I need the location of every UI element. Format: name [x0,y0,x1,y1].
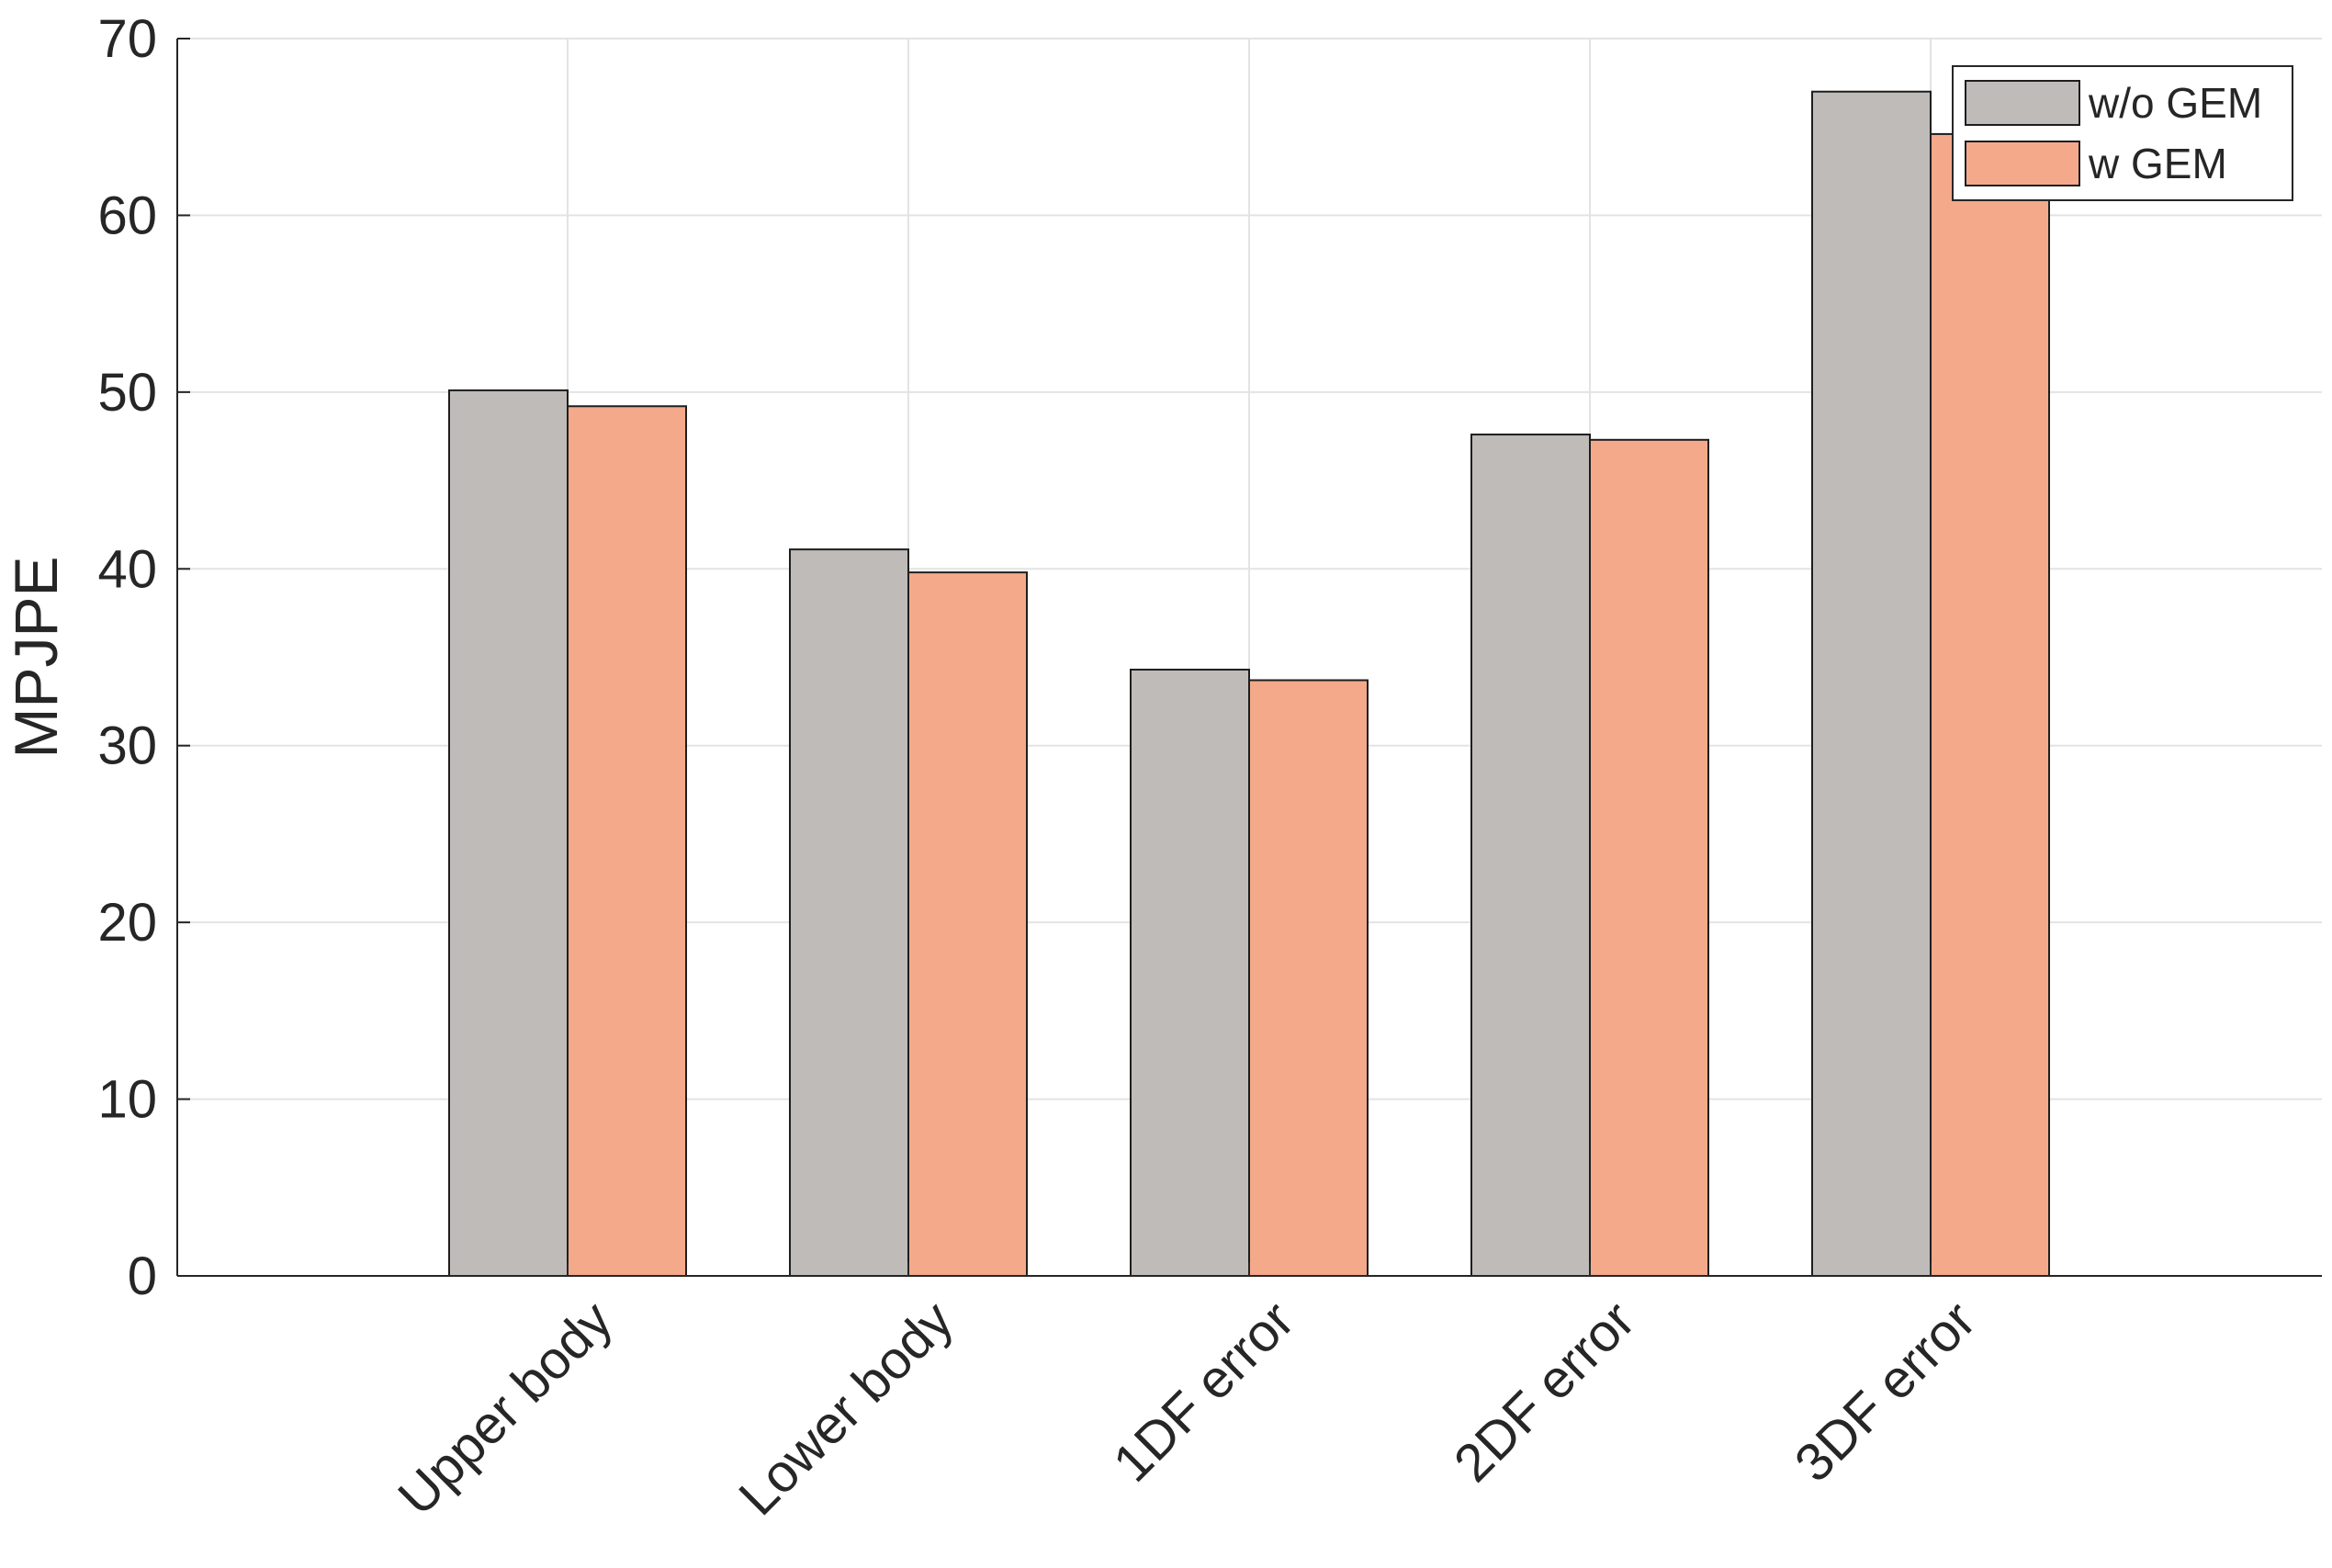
y-tick-label: 60 [97,186,157,245]
x-tick-label: 3DF error [1784,1290,1987,1493]
y-tick-label: 10 [97,1070,157,1130]
axes [176,38,2322,1277]
bar-with-gem [1930,132,2050,1278]
legend: w/o GEM w GEM [1952,65,2293,201]
x-tick-label: Lower body [727,1290,964,1527]
y-tick-label: 70 [97,9,157,69]
legend-swatch [1965,80,2080,126]
legend-label: w/o GEM [2088,79,2262,127]
bar-without-gem [1470,434,1591,1278]
x-tick-label: 2DF error [1443,1290,1646,1493]
x-tick-label: Upper body [387,1290,624,1527]
y-tick-label: 30 [97,716,157,776]
bar-with-gem [907,571,1028,1277]
bar-with-gem [567,405,687,1278]
bar-with-gem [1589,438,1709,1277]
bar-without-gem [448,389,569,1277]
x-tick-label: 1DF error [1102,1290,1305,1493]
legend-label: w GEM [2088,140,2227,187]
bar-without-gem [1130,668,1250,1277]
bars [448,90,2050,1278]
bar-without-gem [789,548,909,1277]
y-tick-label: 40 [97,539,157,599]
y-tick-label: 50 [97,363,157,423]
bar-without-gem [1811,90,1932,1278]
y-tick-label: 20 [97,893,157,953]
y-tick-label: 0 [128,1247,157,1306]
legend-swatch [1965,141,2080,186]
bar-with-gem [1248,679,1369,1277]
y-axis-label: MPJPE [2,556,70,758]
